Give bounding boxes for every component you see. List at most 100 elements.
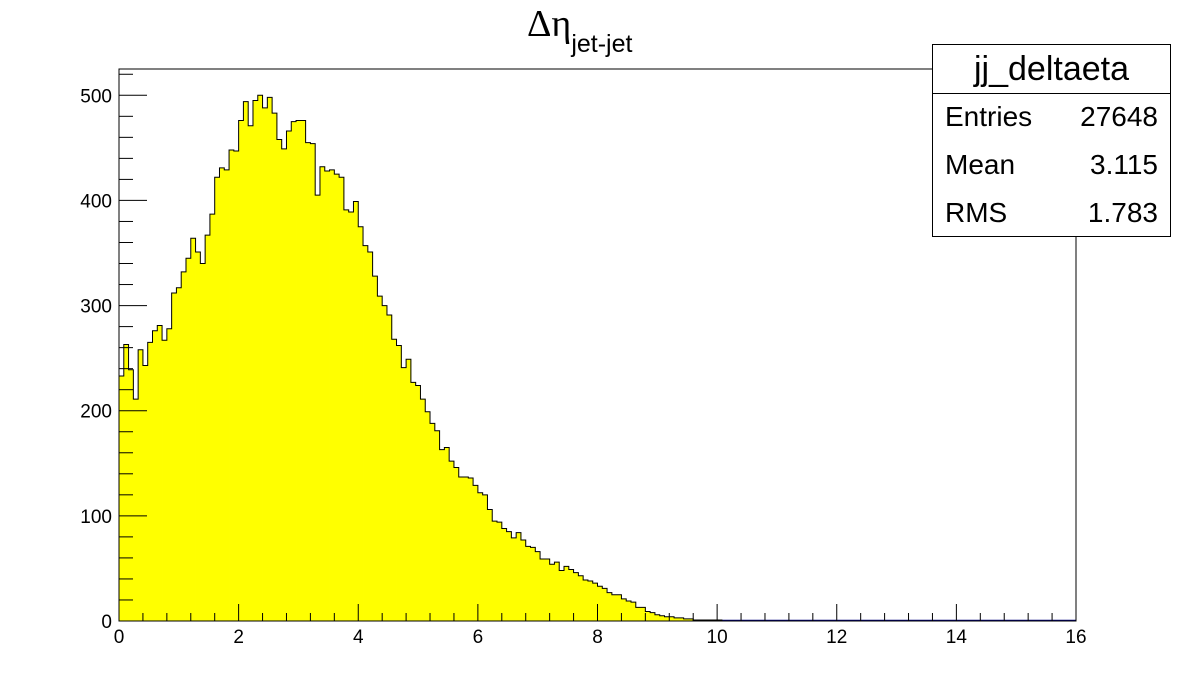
histogram-bin: [549, 564, 555, 621]
histogram-bin: [138, 349, 144, 621]
x-tick-label: 12: [826, 627, 847, 648]
histogram-bin: [128, 369, 134, 621]
histogram-bin: [583, 579, 589, 621]
histogram-bin: [147, 342, 153, 621]
histogram-bin: [492, 521, 498, 621]
histogram-bin: [214, 177, 220, 621]
histogram-bin: [578, 575, 584, 621]
histogram-bin: [315, 195, 321, 621]
histogram-bin: [477, 492, 484, 621]
histogram-bin: [621, 598, 627, 621]
histogram-bin: [449, 461, 455, 621]
histogram-bin: [300, 120, 307, 622]
stats-value: 1.783: [1087, 197, 1158, 228]
y-tick-label: 500: [80, 86, 112, 107]
y-axis: 0 100 200 300 400 500: [80, 73, 147, 633]
x-tick-label: 16: [1065, 627, 1086, 648]
stats-label: Mean: [945, 149, 1016, 180]
histogram-bin: [544, 558, 551, 621]
histogram-bin: [430, 423, 436, 621]
stats-value: 3.115: [1090, 149, 1158, 180]
histogram-bin: [133, 399, 139, 621]
histogram-bin: [453, 467, 460, 621]
stats-histogram-name: jj_deltaeta: [933, 45, 1170, 94]
stats-box: jj_deltaeta Entries 27648 Mean 3.115 RMS…: [932, 44, 1171, 237]
title-symbol: Δη: [527, 3, 572, 45]
histogram-bin: [535, 551, 541, 621]
histogram-bin: [669, 616, 675, 621]
histogram-bin: [205, 235, 211, 621]
histogram-bin: [506, 531, 512, 621]
histogram-bin: [654, 614, 661, 621]
x-tick-label: 4: [353, 627, 364, 648]
histogram-bin: [587, 581, 594, 621]
histogram-bin: [272, 113, 278, 621]
histogram-bin: [358, 226, 364, 621]
histogram-bin: [339, 177, 345, 621]
histogram-bin: [176, 287, 182, 621]
y-tick-label: 0: [101, 612, 112, 633]
chart-title: Δηjet-jet: [527, 2, 632, 58]
histogram-bin: [697, 619, 704, 621]
histogram-bin: [363, 245, 369, 621]
histogram-bin: [319, 166, 326, 622]
histogram-bin: [415, 385, 421, 621]
stats-row-entries: Entries 27648: [945, 93, 1158, 141]
histogram-bin: [559, 570, 565, 621]
histogram-bin: [463, 476, 469, 621]
stats-label: RMS: [945, 197, 1008, 228]
histogram-bin: [166, 328, 173, 621]
histogram-bin: [659, 615, 665, 621]
stats-row-rms: RMS 1.783: [945, 189, 1158, 237]
x-tick-label: 8: [592, 627, 603, 648]
histogram-bin: [573, 572, 579, 621]
histogram-bin: [257, 95, 263, 622]
histogram-bin: [377, 296, 383, 621]
histogram-bin: [353, 201, 359, 622]
histogram-bin: [343, 209, 350, 622]
histogram-bin: [410, 382, 417, 621]
histogram-bin: [262, 107, 268, 622]
histogram-bin: [530, 547, 536, 621]
histogram-bin: [434, 430, 440, 621]
histogram-bin: [276, 139, 283, 621]
histogram-bin: [635, 607, 641, 621]
histogram-bin: [650, 612, 656, 621]
histogram-bin: [233, 151, 240, 622]
histogram-bin: [702, 619, 708, 621]
histogram-bin: [707, 619, 713, 621]
histogram-bin: [190, 238, 196, 621]
x-tick-label: 0: [114, 627, 125, 648]
histogram-bin: [664, 616, 670, 621]
histogram-bin: [501, 528, 507, 621]
x-tick-label: 14: [946, 627, 968, 648]
histogram-bin: [717, 619, 723, 621]
histogram-bin: [200, 263, 206, 621]
histogram-bin: [607, 592, 613, 621]
histogram-bin: [626, 601, 632, 621]
histogram-bin: [468, 478, 474, 621]
histogram-bin: [296, 120, 302, 622]
histogram-bin: [616, 594, 622, 621]
histogram-bin: [444, 447, 450, 621]
histogram-bin: [224, 169, 230, 622]
histogram-bin: [693, 619, 699, 621]
histogram-bin: [386, 315, 393, 621]
histogram-bin: [157, 325, 163, 621]
histogram-bin: [243, 101, 249, 621]
histogram-bin: [248, 125, 254, 621]
histogram-bin: [602, 588, 608, 621]
histogram-bin: [286, 131, 292, 621]
histogram-bin: [305, 142, 311, 621]
histogram-bin: [712, 619, 718, 621]
histogram-bin: [688, 618, 694, 621]
histogram-bin: [645, 611, 651, 621]
histogram-bin: [119, 376, 125, 621]
histogram-bin: [195, 251, 201, 621]
histogram-bin: [458, 476, 464, 621]
histogram-bin: [525, 546, 531, 621]
histogram-bin: [162, 340, 168, 621]
histogram-bin: [329, 169, 335, 622]
histogram-bin: [396, 345, 402, 621]
